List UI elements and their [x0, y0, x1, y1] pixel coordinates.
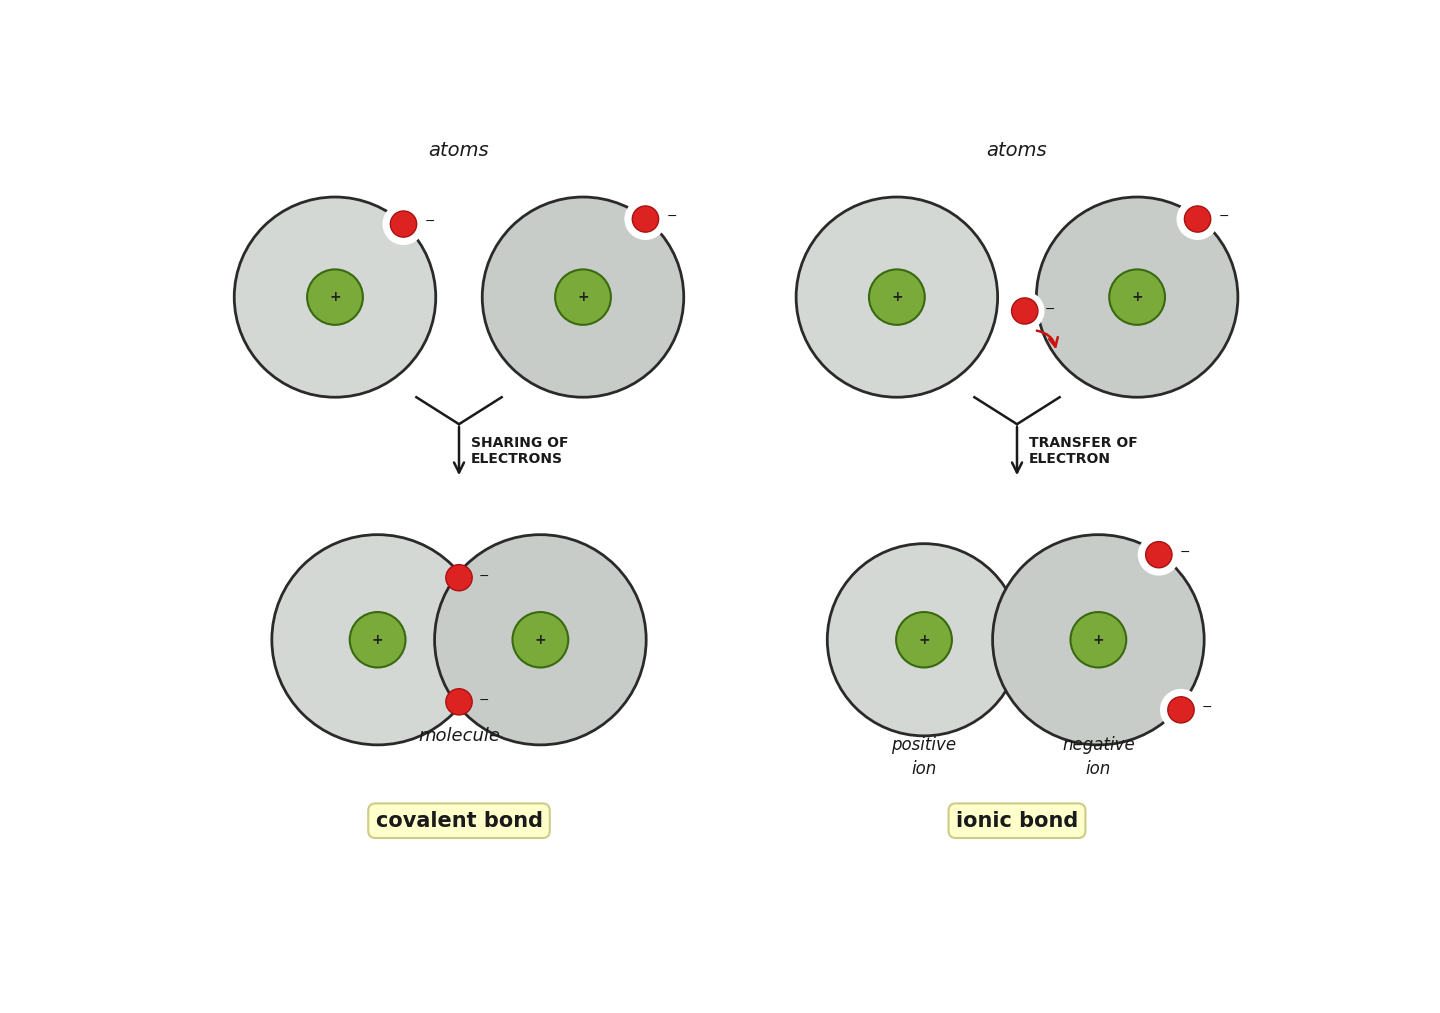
Circle shape: [235, 197, 436, 397]
Circle shape: [1070, 612, 1126, 668]
Circle shape: [625, 199, 667, 240]
Circle shape: [796, 197, 998, 397]
Circle shape: [1011, 298, 1038, 324]
Circle shape: [1159, 689, 1202, 730]
Circle shape: [1146, 542, 1172, 567]
Circle shape: [827, 544, 1021, 735]
Text: positive
ion: positive ion: [891, 736, 956, 778]
Text: +: +: [1132, 290, 1143, 304]
Text: −: −: [1202, 701, 1212, 714]
Text: −: −: [425, 215, 435, 228]
Text: atoms: atoms: [986, 142, 1047, 160]
Circle shape: [1176, 199, 1218, 240]
Circle shape: [482, 197, 684, 397]
Text: +: +: [534, 633, 546, 646]
Text: molecule: molecule: [418, 727, 500, 745]
Circle shape: [632, 206, 658, 232]
Text: negative
ion: negative ion: [1063, 736, 1135, 778]
Text: +: +: [330, 290, 341, 304]
Text: TRANSFER OF
ELECTRON: TRANSFER OF ELECTRON: [1028, 436, 1138, 466]
Circle shape: [1168, 697, 1194, 723]
Text: +: +: [577, 290, 589, 304]
Text: +: +: [1093, 633, 1104, 646]
Text: ionic bond: ionic bond: [956, 810, 1079, 831]
Circle shape: [383, 203, 425, 245]
FancyArrowPatch shape: [1037, 330, 1058, 346]
Circle shape: [272, 535, 484, 745]
Circle shape: [554, 269, 611, 325]
Text: −: −: [1045, 303, 1056, 316]
Text: +: +: [372, 633, 383, 646]
Circle shape: [435, 535, 647, 745]
Text: −: −: [667, 211, 677, 223]
Circle shape: [307, 269, 363, 325]
Circle shape: [1005, 292, 1044, 330]
Circle shape: [446, 689, 472, 715]
Text: −: −: [1179, 546, 1191, 559]
Text: covalent bond: covalent bond: [376, 810, 543, 831]
Text: SHARING OF
ELECTRONS: SHARING OF ELECTRONS: [471, 436, 569, 466]
Text: atoms: atoms: [429, 142, 490, 160]
Circle shape: [350, 612, 406, 668]
Text: +: +: [919, 633, 930, 646]
Circle shape: [992, 535, 1204, 745]
Text: −: −: [1218, 211, 1228, 223]
Circle shape: [446, 564, 472, 591]
Circle shape: [1037, 197, 1238, 397]
Circle shape: [896, 612, 952, 668]
Circle shape: [1138, 534, 1179, 575]
Circle shape: [513, 612, 569, 668]
Text: −: −: [480, 694, 490, 707]
Circle shape: [868, 269, 924, 325]
Circle shape: [390, 211, 416, 237]
Circle shape: [1109, 269, 1165, 325]
Text: −: −: [480, 569, 490, 582]
Circle shape: [1184, 206, 1211, 232]
Text: +: +: [891, 290, 903, 304]
